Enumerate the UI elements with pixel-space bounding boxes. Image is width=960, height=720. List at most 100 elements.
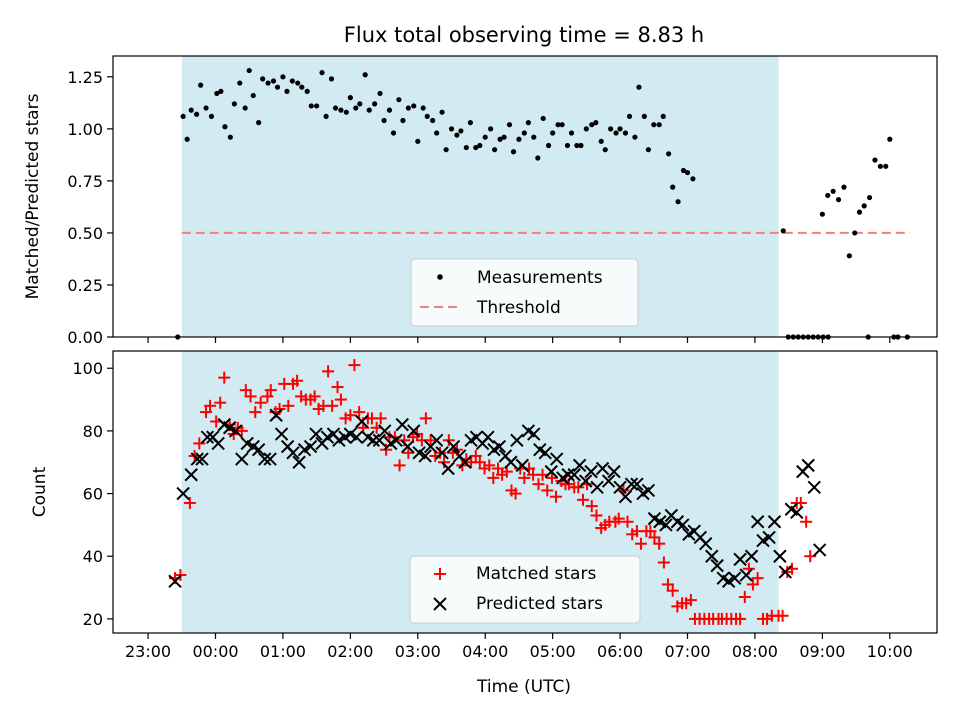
matched-star-point [612,512,625,525]
predicted-star-point [372,433,387,448]
measurement-point [246,67,252,74]
matched-star-point [518,471,531,484]
measurement-point [250,92,256,99]
matched-star-point [214,396,227,409]
legend-predicted-stars: Predicted stars [476,594,603,614]
measurement-point [660,113,666,119]
predicted-star-point [584,464,598,479]
y-tick-label: 100 [72,359,103,378]
matched-star-point [532,478,545,491]
predicted-star-point [578,474,593,488]
measurement-point [184,136,190,142]
matched-star-point [657,556,670,569]
measurement-point [492,147,498,153]
measurement-point [506,122,513,128]
matched-star-point [572,481,585,494]
matched-star-point [438,456,451,469]
measurement-point [381,117,387,124]
y-tick-label: 40 [83,547,103,566]
matched-star-point [249,406,262,419]
matched-star-point [576,493,589,506]
measurement-point [473,144,479,151]
predicted-star-point [286,446,300,460]
predicted-star-point [389,433,403,448]
matched-star-point [746,578,759,591]
matched-star-point [218,371,231,384]
measurement-point [525,120,531,126]
predicted-star-point [561,468,575,482]
measurement-point [583,126,589,132]
measurement-point [846,253,852,259]
measurement-point [424,113,430,119]
measurement-point [521,130,527,136]
matched-star-point [353,406,366,419]
measurement-point [222,124,228,130]
measurement-point [555,122,561,128]
predicted-star-point [624,477,639,491]
measurement-point [656,122,662,128]
predicted-star-point [705,549,719,563]
measurement-point [328,76,335,82]
predicted-star-point [303,439,318,454]
measurement-point [877,163,883,169]
predicted-star-point [538,446,552,460]
measurement-point [578,142,584,149]
matched-star-point [483,459,496,472]
matched-star-point [621,515,634,528]
predicted-star-point [441,461,455,476]
top-x-axis-ticks [147,337,891,343]
y-tick-label: 80 [83,422,103,441]
measurement-points [175,67,910,340]
bottom-legend: Matched stars Predicted stars [409,555,641,624]
measurement-point [684,169,691,176]
measurement-point [314,103,320,109]
matched-star-point [684,594,697,607]
x-tick-label: 01:00 [260,642,306,661]
y-tick-label: 1.25 [67,68,103,87]
predicted-star-point [418,449,432,463]
measurement-point [396,97,402,103]
predicted-star-point [407,424,421,438]
measurement-point [227,134,233,140]
measurement-point [626,113,633,119]
measurement-point [632,134,638,140]
predicted-star-point [733,552,747,567]
matched-star-point [473,456,486,469]
x-tick-label: 07:00 [664,642,710,661]
top-y-axis-ticks: 0.00 0.25 0.50 0.75 1.00 1.25 [67,68,113,347]
predicted-star-point [567,468,581,482]
measurement-point [198,82,204,88]
measurement-point [411,103,417,109]
measurement-point [299,84,305,90]
matched-legend-marker [434,568,446,580]
measurement-point [830,188,836,194]
predicted-star-point [435,446,449,460]
measurement-point [260,76,266,82]
x-tick-label: 03:00 [395,642,441,661]
measurements-legend-marker [437,274,443,280]
predicted-star-point [710,558,724,573]
measurement-point [501,134,507,140]
bottom-y-axis-label: Count [30,466,50,517]
y-tick-label: 0.00 [67,328,103,347]
measurement-point [531,134,537,140]
measurement-point [856,209,863,215]
matched-star-point [442,434,455,447]
predicted-star-point [630,477,644,491]
measurement-point [613,130,619,136]
predicted-star-point [378,424,392,438]
predicted-star-point [190,452,204,466]
measurement-point [274,84,281,90]
y-tick-label: 1.00 [67,120,103,139]
bottom-panel: 20 40 60 80 100 23:00 00:00 01:00 02:00 03:00 04:… [30,350,938,661]
measurement-point [666,151,672,157]
measurement-point [861,203,867,209]
measurement-point [593,120,599,126]
predicted-star-point [812,543,827,557]
matched-star-point [492,462,505,475]
measurement-point [680,167,687,174]
predicted-star-point [355,414,369,429]
measurement-point [242,105,248,111]
measurement-point [208,113,215,119]
